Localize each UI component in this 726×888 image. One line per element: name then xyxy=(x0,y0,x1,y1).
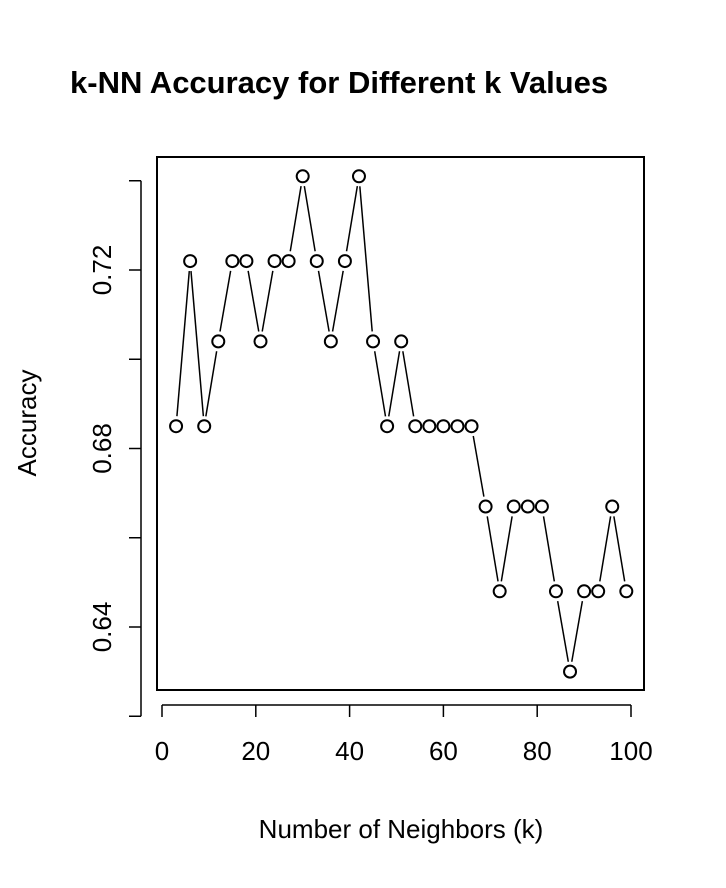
line-segment xyxy=(500,516,513,582)
x-axis-label: Number of Neighbors (k) xyxy=(259,814,544,844)
data-point xyxy=(619,584,634,599)
y-tick-label: 0.64 xyxy=(87,602,117,653)
data-point xyxy=(422,419,437,434)
line-segment xyxy=(247,270,260,332)
line-segment xyxy=(261,270,274,332)
line-segment xyxy=(402,351,415,417)
chart-title: k-NN Accuracy for Different k Values xyxy=(70,65,608,100)
x-axis: 0 20 40 60 80 100 xyxy=(155,704,653,766)
x-tick-label: 60 xyxy=(429,736,458,766)
line-segment xyxy=(331,270,344,332)
data-point xyxy=(197,419,212,434)
data-point xyxy=(506,499,521,514)
data-point xyxy=(281,254,296,269)
line-segment xyxy=(472,435,485,497)
data-point xyxy=(380,419,395,434)
data-point xyxy=(450,419,465,434)
line-segment xyxy=(205,351,218,417)
line-segment xyxy=(373,351,387,417)
plot-frame xyxy=(156,156,645,691)
line-segment xyxy=(176,270,191,417)
y-tick-label: 0.68 xyxy=(87,423,117,474)
x-tick-label: 100 xyxy=(609,736,652,766)
data-point xyxy=(183,254,198,269)
line-segment xyxy=(303,186,316,252)
data-point xyxy=(267,254,282,269)
data-point xyxy=(169,419,184,434)
series-line xyxy=(176,186,626,662)
data-point xyxy=(591,584,606,599)
y-axis: 0.64 0.68 0.72 xyxy=(87,180,142,717)
data-point xyxy=(563,664,578,679)
data-point xyxy=(492,584,507,599)
data-point xyxy=(605,499,620,514)
x-tick-label: 0 xyxy=(155,736,169,766)
data-point xyxy=(408,419,423,434)
line-segment xyxy=(289,186,302,252)
data-point xyxy=(464,419,479,434)
data-point xyxy=(337,254,352,269)
data-point xyxy=(253,334,268,349)
data-point xyxy=(351,169,366,184)
line-segment xyxy=(542,516,556,582)
line-segment xyxy=(359,186,373,332)
line-segment xyxy=(571,601,584,662)
line-segment xyxy=(190,270,205,417)
line-segment xyxy=(317,270,330,332)
data-point xyxy=(520,499,535,514)
data-point xyxy=(309,254,324,269)
series-points xyxy=(169,169,634,679)
line-segment xyxy=(388,351,401,417)
data-point xyxy=(366,334,381,349)
data-point xyxy=(478,499,493,514)
data-point xyxy=(394,334,409,349)
line-segment xyxy=(556,601,570,662)
line-segment xyxy=(599,516,612,582)
data-point xyxy=(211,334,226,349)
data-point xyxy=(534,499,549,514)
data-point xyxy=(577,584,592,599)
data-point xyxy=(323,334,338,349)
data-point xyxy=(436,419,451,434)
data-point xyxy=(225,254,240,269)
y-axis-label: Accuracy xyxy=(12,370,42,477)
line-segment xyxy=(219,270,232,332)
line-segment xyxy=(345,186,359,252)
line-segment xyxy=(486,516,499,582)
line-segment xyxy=(613,516,626,582)
x-tick-label: 20 xyxy=(241,736,270,766)
data-point xyxy=(548,584,563,599)
x-tick-label: 40 xyxy=(335,736,364,766)
y-tick-label: 0.72 xyxy=(87,245,117,296)
data-point xyxy=(295,169,310,184)
data-point xyxy=(239,254,254,269)
x-tick-label: 80 xyxy=(523,736,552,766)
